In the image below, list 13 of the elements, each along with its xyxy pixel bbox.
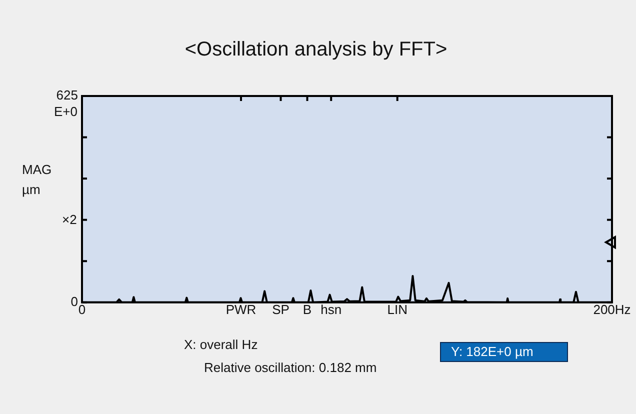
x-tick-label: LIN [387, 302, 408, 317]
x-tick-label: PWR [226, 302, 256, 317]
text: X: overall Hz [184, 337, 258, 352]
text: MAG µm ×2 [22, 162, 77, 227]
x-tick-label: B [302, 302, 312, 317]
x-tick-label: SP [272, 302, 290, 317]
y-tick-label: 625 [56, 88, 78, 103]
text: E+0 [54, 104, 78, 119]
text: Y: 182E+0 µm [440, 342, 568, 362]
x-tick-label: hsn [320, 302, 342, 317]
chart-title: <Oscillation analysis by FFT> [184, 38, 448, 61]
text: Relative oscillation: 0.182 mm [204, 360, 377, 375]
x-tick-label: 200Hz [593, 302, 631, 317]
